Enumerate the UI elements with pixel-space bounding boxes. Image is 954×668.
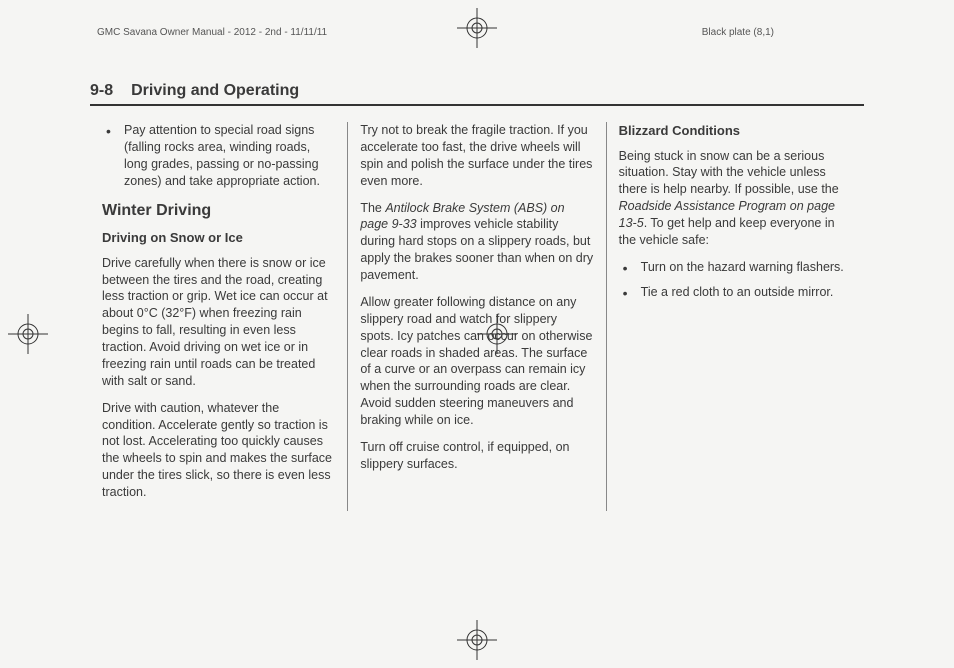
registration-mark-bottom bbox=[457, 620, 497, 660]
body-paragraph: Drive with caution, whatever the conditi… bbox=[102, 400, 335, 501]
list-item: Turn on the hazard warning flashers. bbox=[619, 259, 852, 276]
bullet-list: Pay attention to special road signs (fal… bbox=[102, 122, 335, 190]
column-3: Blizzard Conditions Being stuck in snow … bbox=[606, 122, 864, 511]
section-number: 9-8 bbox=[90, 82, 113, 99]
section-header: 9-8 Driving and Operating bbox=[90, 82, 864, 106]
heading-winter-driving: Winter Driving bbox=[102, 200, 335, 222]
list-item: Tie a red cloth to an outside mirror. bbox=[619, 284, 852, 301]
section-title: Driving and Operating bbox=[131, 82, 299, 99]
body-paragraph: Turn off cruise control, if equipped, on… bbox=[360, 439, 593, 473]
list-item: Pay attention to special road signs (fal… bbox=[102, 122, 335, 190]
content-columns: Pay attention to special road signs (fal… bbox=[90, 122, 864, 511]
text-span: Being stuck in snow can be a serious sit… bbox=[619, 149, 839, 197]
column-1: Pay attention to special road signs (fal… bbox=[90, 122, 347, 511]
body-paragraph: Being stuck in snow can be a serious sit… bbox=[619, 148, 852, 249]
body-paragraph: Allow greater following distance on any … bbox=[360, 294, 593, 429]
body-paragraph: Try not to break the fragile traction. I… bbox=[360, 122, 593, 190]
header-right-text: Black plate (8,1) bbox=[702, 27, 774, 38]
subheading-snow-ice: Driving on Snow or Ice bbox=[102, 229, 335, 247]
column-2: Try not to break the fragile traction. I… bbox=[347, 122, 605, 511]
subheading-blizzard: Blizzard Conditions bbox=[619, 122, 852, 140]
header-left-text: GMC Savana Owner Manual - 2012 - 2nd - 1… bbox=[97, 27, 327, 38]
registration-mark-top bbox=[457, 8, 497, 48]
text-span: . To get help and keep everyone in the v… bbox=[619, 216, 835, 247]
page-content: 9-8 Driving and Operating Pay attention t… bbox=[90, 82, 864, 511]
body-paragraph: The Antilock Brake System (ABS) on page … bbox=[360, 200, 593, 284]
registration-mark-left bbox=[8, 314, 48, 354]
text-span: The bbox=[360, 201, 385, 215]
bullet-list: Turn on the hazard warning flashers. Tie… bbox=[619, 259, 852, 301]
body-paragraph: Drive carefully when there is snow or ic… bbox=[102, 255, 335, 390]
